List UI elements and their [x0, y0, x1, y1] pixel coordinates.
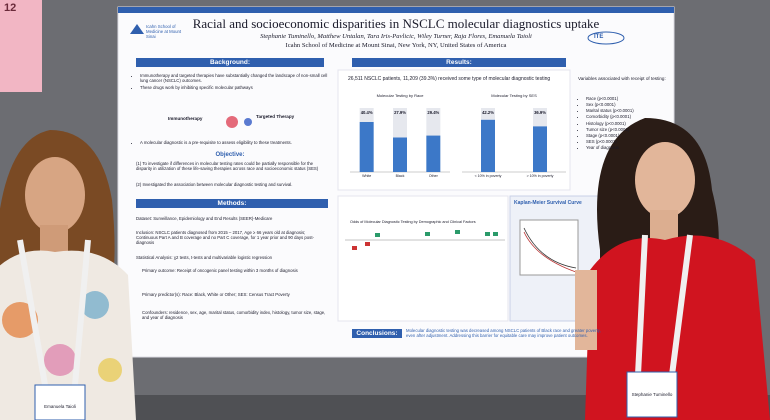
badge-name: Stephanie Tuminello	[631, 392, 673, 397]
km-header: Kaplan-Meier Survival Curve	[514, 200, 582, 206]
bar	[533, 126, 547, 172]
bar-category: White	[362, 174, 372, 178]
lanyard	[635, 234, 693, 376]
methods-item: Statistical Analysis: χ2 tests, t-tests …	[136, 255, 272, 260]
bar-rest	[481, 108, 495, 120]
badge-name: Emanuela Taioli	[44, 404, 76, 409]
label: Immunotherapy	[168, 116, 203, 121]
section-header: Results:	[352, 58, 566, 67]
forest-points	[352, 242, 370, 250]
bullet: These drugs work by inhibiting specific …	[140, 85, 330, 90]
variable: SES (p<0.0001)	[586, 139, 674, 144]
bar-category: Other	[428, 174, 438, 178]
neck	[650, 210, 678, 240]
bar	[481, 119, 495, 172]
bullet: A molecular diagnostic is a pre-requisit…	[140, 140, 330, 145]
variables-list: Race (p<0.0001)Sex (p<0.0001)Marital sta…	[580, 96, 674, 151]
logo-text: Icahn School of Medicine at Mount Sinai	[146, 24, 182, 40]
bullet: Immunotherapy and targeted therapies hav…	[140, 73, 330, 83]
badge	[34, 384, 86, 420]
bar	[426, 135, 441, 172]
bar-rest	[393, 108, 407, 138]
dress-pattern	[44, 344, 76, 376]
bar-rest	[426, 108, 441, 136]
bar	[393, 137, 407, 172]
section-header: Objective:	[215, 152, 245, 158]
face	[25, 157, 85, 233]
forest-plot-panel	[337, 195, 509, 322]
km-curve	[523, 231, 577, 273]
dress-pattern	[2, 302, 38, 338]
variable: Stage (p<0.0001)	[586, 133, 674, 138]
km-plot	[519, 219, 579, 276]
chart-title: Molecular Testing by SES	[491, 93, 537, 98]
bar-value-label: 36.9%	[534, 110, 546, 115]
objective-item: (1) To investigate if differences in mol…	[136, 161, 319, 172]
methods-item: Confounders: residence, sex, age, marita…	[142, 310, 326, 321]
pink-sign	[0, 0, 42, 92]
chart-title: Molecular Testing by Race	[376, 93, 424, 98]
variable: Year of diagnosis	[586, 145, 674, 150]
bar-category: > 10% in poverty	[526, 174, 554, 178]
variable: Race (p<0.0001)	[586, 96, 674, 101]
methods-item: Inclusion: NSCLC patients diagnosed from…	[136, 230, 314, 246]
variable: Marital status (p<0.0001)	[586, 108, 674, 113]
bar-value-label: 27.9%	[394, 110, 406, 115]
background-list: A molecular diagnostic is a pre-requisit…	[134, 140, 330, 147]
poster-title: Racial and socioeconomic disparities in …	[192, 16, 600, 31]
bar-category: Black	[395, 174, 405, 178]
poster-affiliation: Icahn School of Medicine at Mount Sinai,…	[285, 42, 507, 49]
icon-cell	[226, 116, 238, 128]
dress-pattern	[81, 291, 109, 319]
logo-ring	[587, 31, 625, 45]
variable: Sex (p<0.0001)	[586, 102, 674, 107]
forest-points	[375, 230, 498, 237]
icon-drug	[244, 118, 252, 126]
bar-value-label: 29.4%	[427, 110, 440, 115]
variable: Comorbidity (p<0.0001)	[586, 114, 674, 119]
section-header: Conclusions:	[352, 329, 402, 338]
bar-rest	[359, 108, 374, 122]
background-list: Immunotherapy and targeted therapies hav…	[134, 73, 330, 92]
conclusions-text: Molecular diagnostic testing was decreas…	[406, 328, 601, 339]
variables-header: Variables associated with receipt of tes…	[578, 76, 666, 81]
label: Targeted Therapy	[256, 114, 295, 119]
face	[635, 142, 695, 218]
sign-number: 12	[4, 2, 17, 14]
lanyard	[17, 239, 91, 386]
results-panel	[337, 69, 571, 191]
km-curve	[523, 227, 577, 269]
bar-rest	[533, 108, 547, 127]
neck	[40, 225, 68, 255]
badge	[626, 371, 678, 418]
forest-title: Odds of Molecular Diagnostic Testing by …	[350, 220, 476, 224]
bar-value-label: 40.4%	[360, 110, 373, 115]
variable: Histology (p<0.0001)	[586, 121, 674, 126]
bar-category: < 10% in poverty	[474, 174, 502, 178]
section-header: Background:	[136, 58, 324, 67]
bar-value-label: 42.2%	[482, 110, 494, 115]
poster-top-band	[118, 7, 674, 13]
methods-item: Primary outcome: Receipt of oncogenic pa…	[142, 268, 298, 273]
logo-right: ITE	[594, 34, 604, 40]
section-header: Methods:	[136, 199, 328, 208]
variable: Tumor size (p<0.0001)	[586, 127, 674, 132]
methods-item: Primary predictor(s): Race: Black, White…	[142, 292, 290, 297]
dress-pattern	[98, 358, 122, 382]
methods-item: Dataset: Surveillance, Epidemiology and …	[136, 216, 273, 221]
logo-mark	[130, 24, 144, 34]
poster-authors: Stephanie Tuminello, Matthew Untalan, Ta…	[260, 33, 532, 40]
results-summary: 26,511 NSCLC patients, 11,209 (39.3%) re…	[348, 76, 551, 82]
arm	[575, 270, 597, 350]
objective-item: (2) Investigated the association between…	[136, 182, 293, 187]
bar	[359, 121, 374, 172]
